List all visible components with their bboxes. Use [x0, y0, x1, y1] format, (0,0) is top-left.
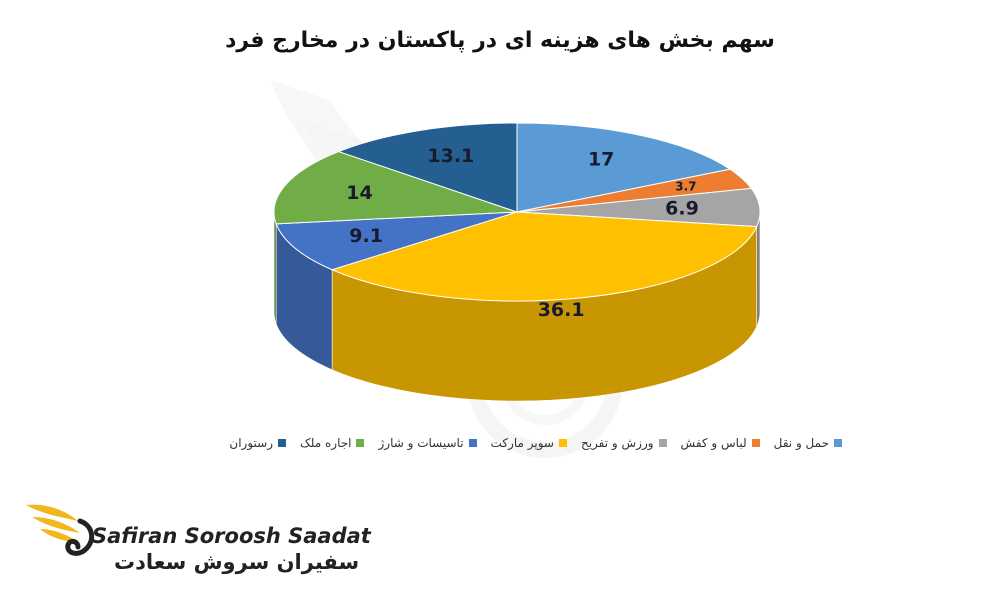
data-label-6: 13.1 [427, 145, 474, 167]
pie-slice-4 [275, 211, 518, 271]
pie-top-faces [273, 122, 761, 302]
data-label-4: 9.1 [349, 225, 383, 247]
legend-label: سوپر مارکت [490, 436, 554, 450]
legend-swatch [834, 439, 842, 447]
legend-label: رستوران [229, 436, 274, 450]
data-label-0: 17 [588, 148, 614, 170]
legend-swatch [356, 439, 365, 447]
pie-side-5 [273, 211, 277, 324]
legend-item-1: لباس و کفش [681, 436, 760, 450]
pie-slice-6 [337, 122, 518, 213]
pie-slice-3 [330, 211, 758, 302]
company-logo: Safiran Soroosh Saadat سفیران سروش سعادت [22, 497, 371, 587]
legend-swatch [278, 439, 287, 447]
pie-3d-sides [273, 211, 761, 402]
legend-item-3: سوپر مارکت [491, 436, 567, 450]
pie-data-labels: 17 3.7 6.9 36.1 9.1 14 13.1 [346, 145, 699, 321]
data-label-2: 6.9 [665, 197, 699, 219]
legend-label: تاسیسات و شارژ [378, 436, 464, 450]
data-label-5: 14 [346, 182, 372, 204]
legend-label: اجاره ملک [300, 436, 352, 450]
pie-slice-5 [273, 151, 518, 225]
legend-item-6: رستوران [229, 436, 287, 450]
logo-text-fa: سفیران سروش سعادت [114, 550, 360, 574]
logo-text-en: Safiran Soroosh Saadat [92, 524, 371, 548]
pie-slice-0 [516, 122, 732, 213]
legend-label: لباس و کفش [680, 436, 747, 450]
pie-side-2 [756, 211, 761, 327]
data-label-1: 3.7 [675, 179, 696, 193]
legend-swatch [468, 439, 477, 447]
legend-item-2: ورزش و تفریح [581, 436, 667, 450]
legend-label: ورزش و تفریح [580, 436, 654, 450]
legend-swatch [751, 439, 760, 447]
wing-logo-icon [26, 504, 95, 556]
legend-swatch [658, 439, 667, 447]
chart-title: سهم بخش های هزینه ای در پاکستان در مخارج… [225, 28, 775, 53]
legend-item-4: تاسیسات و شارژ [378, 436, 477, 450]
pie-slice-2 [516, 187, 761, 228]
legend-swatch [558, 439, 567, 447]
legend-item-0: حمل و نقل [774, 436, 842, 450]
legend-item-5: اجاره ملک [300, 436, 365, 450]
data-label-3: 36.1 [538, 299, 585, 321]
chart-legend: حمل و نقل لباس و کفش ورزش و تفریح سوپر مارک… [229, 436, 842, 450]
legend-label: حمل و نقل [773, 436, 829, 450]
